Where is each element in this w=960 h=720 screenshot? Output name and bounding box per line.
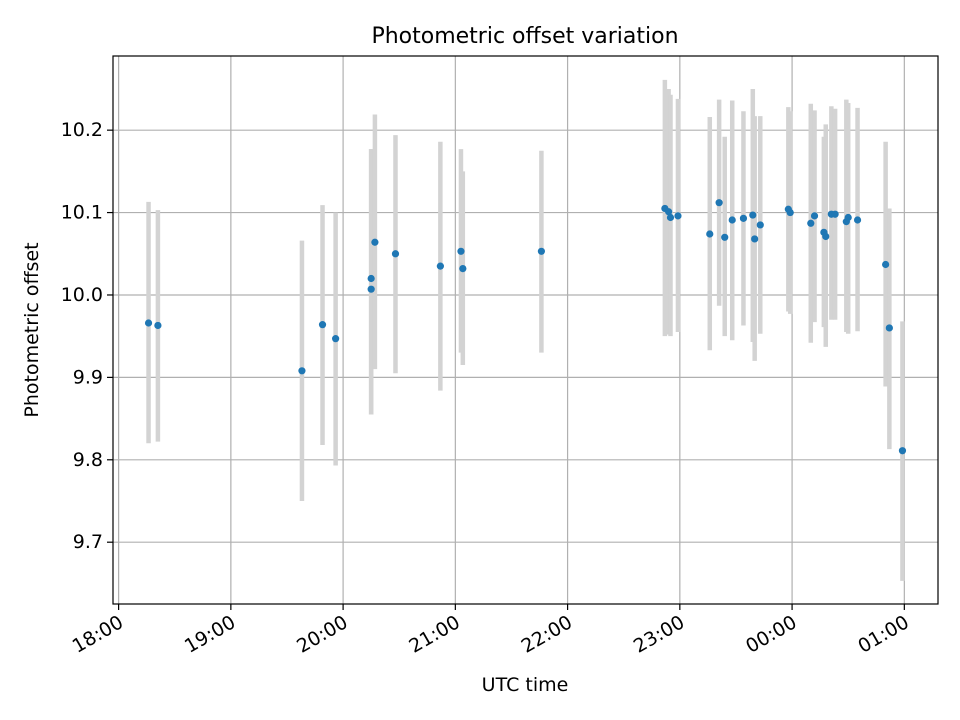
- data-point: [298, 367, 306, 375]
- data-point: [706, 230, 714, 238]
- data-point: [728, 216, 736, 224]
- y-axis-ticks: 9.7 9.8 9.9 10.0 10.1 10.2: [61, 119, 113, 553]
- data-point: [457, 247, 465, 255]
- data-point: [786, 208, 794, 217]
- data-point: [749, 211, 757, 219]
- data-point: [885, 324, 893, 332]
- x-axis-label: UTC time: [482, 674, 569, 696]
- data-point: [154, 321, 162, 330]
- data-point: [665, 208, 673, 216]
- data-point: [739, 214, 748, 222]
- y-tick-label: 9.8: [73, 449, 103, 471]
- data-point: [367, 274, 375, 283]
- data-point: [537, 247, 546, 255]
- y-tick-label: 10.2: [61, 119, 103, 141]
- y-tick-label: 9.9: [73, 366, 103, 388]
- data-point: [459, 265, 467, 273]
- data-point: [332, 335, 340, 343]
- y-tick-label: 10.0: [61, 284, 103, 306]
- data-point: [822, 232, 830, 241]
- data-point: [436, 262, 444, 270]
- y-tick-label: 9.7: [73, 531, 103, 553]
- data-point: [367, 285, 375, 293]
- data-point: [371, 238, 379, 246]
- data-point: [721, 233, 729, 241]
- data-points: [144, 199, 907, 455]
- chart-title: Photometric offset variation: [371, 24, 678, 49]
- data-point: [898, 447, 907, 455]
- data-point: [751, 235, 759, 243]
- data-point: [756, 221, 764, 229]
- data-point: [853, 216, 862, 224]
- data-point: [807, 219, 815, 227]
- data-point: [715, 199, 723, 207]
- data-point: [882, 260, 890, 269]
- data-point: [666, 213, 675, 222]
- plot-frame: [112, 55, 939, 605]
- data-point: [391, 250, 400, 258]
- data-point: [318, 321, 327, 329]
- data-point: [674, 212, 682, 220]
- data-point: [844, 213, 852, 222]
- data-point: [831, 210, 839, 218]
- data-point: [144, 319, 153, 327]
- y-axis-label: Photometric offset: [21, 242, 43, 417]
- data-point: [810, 212, 819, 220]
- y-tick-label: 10.1: [61, 202, 103, 224]
